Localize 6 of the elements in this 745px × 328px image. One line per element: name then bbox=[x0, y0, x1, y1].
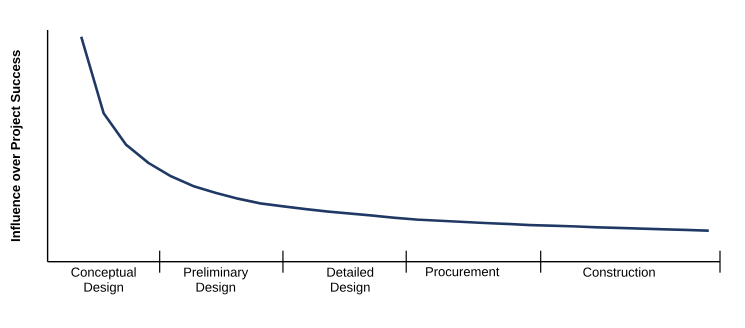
x-tick-label: Conceptual Design bbox=[71, 267, 136, 294]
x-tick-label: Preliminary Design bbox=[184, 267, 248, 294]
x-tick-label: Procurement bbox=[426, 267, 500, 276]
x-tick-label: Construction bbox=[583, 267, 655, 277]
y-axis-title: Influence over Project Success bbox=[10, 50, 23, 242]
x-tick-label: Detailed Design bbox=[327, 267, 374, 294]
